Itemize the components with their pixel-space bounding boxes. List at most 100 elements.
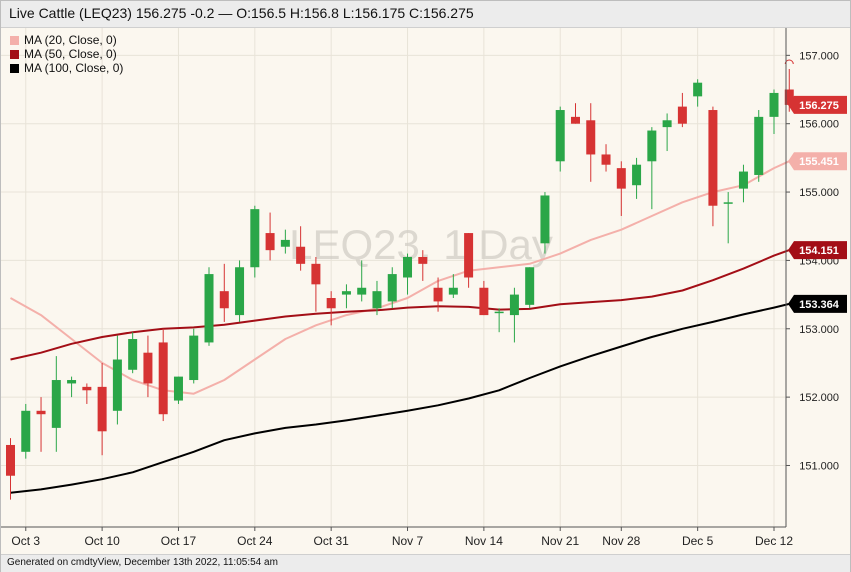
candle-body <box>555 110 565 162</box>
candle <box>372 280 382 316</box>
candle <box>341 284 351 309</box>
y-tick-label: 153.000 <box>799 324 839 336</box>
candle-body <box>97 386 107 432</box>
legend-item: MA (100, Close, 0) <box>10 61 123 75</box>
candle-body <box>418 256 428 264</box>
candle-body <box>158 342 168 415</box>
price-labels: 156.275 155.451 154.151 153.364 <box>788 95 847 313</box>
footer-text: Generated on cmdtyView, December 13th 20… <box>7 557 278 568</box>
candle-body <box>586 120 596 155</box>
candle <box>250 205 260 278</box>
candle-body <box>387 274 397 302</box>
axes: 151.000152.000153.000154.000155.000156.0… <box>1 28 839 548</box>
candle <box>6 438 15 500</box>
candle-body <box>112 359 122 411</box>
price-chart[interactable]: LEQ23, 1 Day 151.000152.000153.000154.00… <box>1 1 850 554</box>
candle-body <box>738 171 748 189</box>
candle <box>540 192 550 254</box>
ma-line-2 <box>10 249 790 361</box>
candle <box>326 291 336 326</box>
candle-body <box>189 335 199 381</box>
x-tick-label: Oct 17 <box>161 534 197 548</box>
legend-label: MA (100, Close, 0) <box>24 61 124 75</box>
candle-body <box>754 116 764 175</box>
candle-body <box>662 120 672 128</box>
candle-body <box>280 239 290 247</box>
candle-body <box>143 352 153 384</box>
candle-body <box>128 339 138 370</box>
candle-body <box>341 291 351 295</box>
candle <box>296 226 306 271</box>
candle-body <box>525 267 535 305</box>
candle-body <box>265 233 275 251</box>
candle <box>754 110 764 182</box>
candle-body <box>67 380 77 384</box>
price-tag-bg <box>788 294 847 313</box>
candle-body <box>6 444 15 476</box>
candle <box>67 376 77 398</box>
moving-average-lines <box>10 160 790 494</box>
candle-body <box>82 386 92 391</box>
x-tick-label: Oct 3 <box>11 534 40 548</box>
candle <box>586 103 596 182</box>
candle <box>143 335 153 398</box>
candle-body <box>250 209 260 268</box>
candle-body <box>21 410 31 452</box>
candle <box>357 260 367 302</box>
candle <box>36 397 46 452</box>
legend-label: MA (20, Close, 0) <box>24 33 117 47</box>
x-tick-label: Oct 31 <box>313 534 349 548</box>
candle <box>433 277 443 312</box>
x-tick-label: Nov 14 <box>465 534 503 548</box>
candle <box>662 113 672 152</box>
ma-line-1 <box>10 160 790 395</box>
candle <box>235 260 245 322</box>
candle <box>51 356 61 452</box>
candle <box>265 212 275 261</box>
candle <box>570 103 580 124</box>
candle-body <box>509 294 519 316</box>
candle-body <box>616 168 626 189</box>
x-tick-label: Dec 12 <box>755 534 793 548</box>
price-tag-bg <box>788 95 847 114</box>
ma50-price-tag: 154.151 <box>788 241 847 260</box>
candle <box>112 335 122 425</box>
y-tick-label: 152.000 <box>799 392 839 404</box>
candle <box>494 308 504 333</box>
candle <box>769 89 779 134</box>
legend-swatch <box>10 63 19 73</box>
legend-item: MA (50, Close, 0) <box>10 47 117 61</box>
candle <box>82 383 92 404</box>
candle <box>616 161 626 216</box>
legend-swatch <box>10 49 19 59</box>
candle <box>708 106 718 227</box>
candle <box>128 332 138 374</box>
chart-header: Live Cattle (LEQ23) 156.275 -0.2 — O:156… <box>1 1 850 28</box>
legend-label: MA (50, Close, 0) <box>24 47 117 61</box>
candle-body <box>326 298 336 309</box>
candle <box>738 164 748 203</box>
candle <box>555 106 565 172</box>
candle-body <box>296 246 306 264</box>
legend-swatch <box>10 35 19 45</box>
high-marker <box>784 59 794 65</box>
candle <box>601 144 611 172</box>
price-tag-bg <box>788 152 847 171</box>
candle-body <box>723 202 733 204</box>
price-tag-text: 154.151 <box>799 245 839 257</box>
candle <box>21 403 31 459</box>
legend-item: MA (20, Close, 0) <box>10 33 117 47</box>
candle-body <box>570 116 580 124</box>
candle-body <box>601 154 611 165</box>
x-tick-label: Dec 5 <box>682 534 714 548</box>
y-tick-label: 155.000 <box>799 187 839 199</box>
candle <box>677 92 687 128</box>
candle <box>311 256 321 312</box>
chart-footer: Generated on cmdtyView, December 13th 20… <box>1 554 850 572</box>
x-tick-label: Nov 28 <box>602 534 640 548</box>
candle-body <box>204 274 214 343</box>
candle <box>204 267 214 346</box>
candle <box>693 79 703 107</box>
candle <box>525 267 535 309</box>
